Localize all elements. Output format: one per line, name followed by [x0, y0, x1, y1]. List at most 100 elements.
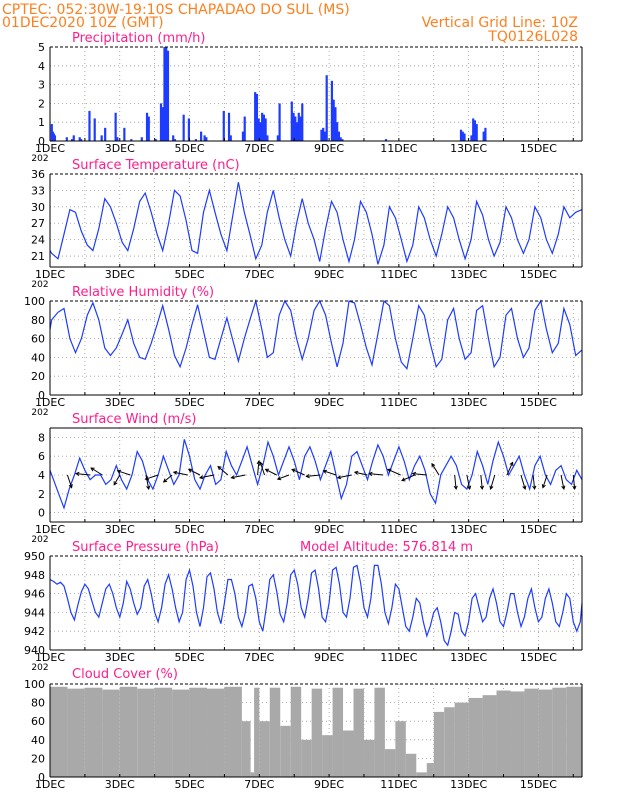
y-tick-label: 5 [38, 41, 45, 54]
wind-arrow [387, 468, 401, 476]
cloud-bar [353, 688, 364, 777]
precip-bar [187, 118, 190, 141]
y-tick-label: 80 [31, 314, 45, 327]
x-tick-label: 3DEC [105, 396, 135, 409]
precip-panel: 0 1 2 3 4 5 1DEC 3DEC 5DEC 7DEC 9DEC 11DEC 13DEC 15DE… [31, 31, 583, 164]
x-tick-label: 11DEC [380, 778, 417, 791]
cloud-bar [454, 702, 469, 777]
precip-bar [337, 131, 341, 141]
x-tick-label: 9DEC [314, 142, 344, 155]
wind-arrow [173, 471, 188, 476]
y-tick-label: 1 [38, 116, 45, 129]
wind-arrow-head [336, 475, 342, 480]
precip-title: Precipitation (mm/h) [72, 31, 205, 46]
x-tick-label: 9DEC [314, 268, 344, 281]
wind-arrow-head [368, 471, 373, 477]
wind-arrow [466, 474, 471, 490]
cloud-bar [172, 689, 190, 777]
y-tick-label: 0 [38, 507, 45, 520]
wind-arrow-head [230, 475, 235, 480]
precip-bar [166, 50, 170, 142]
wind-title: Surface Wind (m/s) [72, 412, 196, 427]
precip-bar [114, 112, 117, 141]
cloud-title: Cloud Cover (%) [72, 667, 178, 682]
wind-arrow [337, 474, 352, 479]
y-tick-label: 27 [31, 217, 45, 230]
wind-arrow [532, 474, 536, 490]
x-tick-label: 15DEC [520, 142, 557, 155]
x-tick-label: 7DEC [244, 396, 274, 409]
wind-arrow-head [401, 477, 406, 482]
precip-bar [278, 103, 281, 141]
wind-arrow-head [509, 461, 514, 466]
x-tick-label: 13DEC [450, 778, 487, 791]
cloud-bar [395, 721, 406, 777]
y-tick-label: 60 [31, 715, 45, 728]
precip-bar [100, 135, 103, 141]
wind-series-line [49, 439, 583, 510]
wind-arrow [572, 474, 576, 490]
year-label: 202 [31, 280, 48, 290]
precip-bar [161, 107, 164, 141]
wind-arrow [188, 468, 201, 476]
x-tick-label: 1DEC [35, 651, 65, 664]
cloud-bar [206, 688, 225, 777]
cloud-bar [254, 687, 260, 777]
wind-arrow [90, 467, 103, 476]
precip-bar [461, 131, 464, 141]
x-tick-label: 13DEC [450, 396, 487, 409]
wind-arrow [145, 474, 150, 490]
cloud-bar [250, 772, 255, 777]
wind-arrow-head [217, 465, 222, 471]
precip-bar [299, 116, 302, 141]
precip-bar [203, 135, 206, 141]
year-label: 202 [31, 535, 48, 545]
precip-bar [276, 135, 279, 141]
cloud-bar [67, 688, 85, 777]
precip-bar [334, 107, 337, 141]
y-tick-label: 948 [24, 569, 45, 582]
cloud-bar [290, 686, 302, 777]
wind-arrow-head [387, 468, 392, 473]
precip-bar [205, 137, 208, 141]
y-tick-label: 36 [31, 168, 45, 181]
cloud-bar [538, 689, 553, 777]
wind-arrow-head [75, 471, 80, 477]
cloud-bar [496, 690, 511, 777]
wind-arrow [163, 474, 173, 483]
wind-arrow [454, 474, 457, 490]
x-tick-label: 7DEC [244, 778, 274, 791]
x-tick-label: 5DEC [174, 778, 204, 791]
precip-bar [53, 135, 57, 141]
pres-title: Surface Pressure (hPa) [72, 540, 219, 555]
precip-bar [472, 118, 475, 141]
precip-bar [322, 127, 325, 141]
wind-arrow [217, 466, 229, 476]
x-tick-label: 13DEC [450, 268, 487, 281]
precip-bar [259, 122, 262, 141]
wind-arrow [145, 474, 159, 480]
x-tick-label: 13DEC [450, 523, 487, 536]
wind-arrow [412, 473, 427, 476]
cloud-bar [332, 687, 344, 777]
y-tick-label: 2 [38, 97, 45, 110]
wind-arrow [66, 474, 73, 488]
precip-bar [182, 114, 185, 141]
x-tick-label: 5DEC [174, 142, 204, 155]
cloud-bar [241, 721, 251, 777]
precip-bar [104, 127, 107, 141]
wind-arrow-head [489, 485, 494, 491]
precip-bar [65, 137, 68, 141]
x-tick-label: 13DEC [450, 651, 487, 664]
precip-bar [93, 118, 96, 141]
precip-bar [384, 139, 388, 141]
y-tick-label: 21 [31, 250, 45, 263]
rh-title: Relative Humidity (%) [72, 285, 214, 300]
wind-arrow [431, 463, 440, 476]
x-tick-label: 15DEC [520, 268, 557, 281]
wind-arrow-head [572, 485, 577, 491]
cloud-bar [322, 735, 333, 777]
precip-bar [484, 127, 487, 141]
model-altitude: Model Altitude: 576.814 m [300, 540, 473, 555]
wind-arrow [259, 462, 266, 476]
